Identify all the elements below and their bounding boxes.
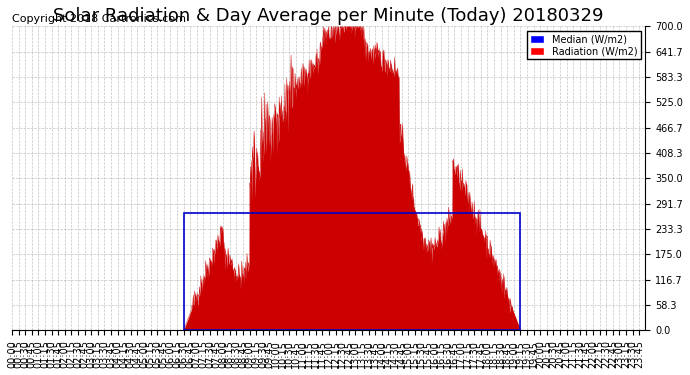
Title: Solar Radiation & Day Average per Minute (Today) 20180329: Solar Radiation & Day Average per Minute… [53, 7, 604, 25]
Text: Copyright 2018 Cartronics.com: Copyright 2018 Cartronics.com [12, 14, 186, 24]
Legend: Median (W/m2), Radiation (W/m2): Median (W/m2), Radiation (W/m2) [526, 32, 640, 59]
